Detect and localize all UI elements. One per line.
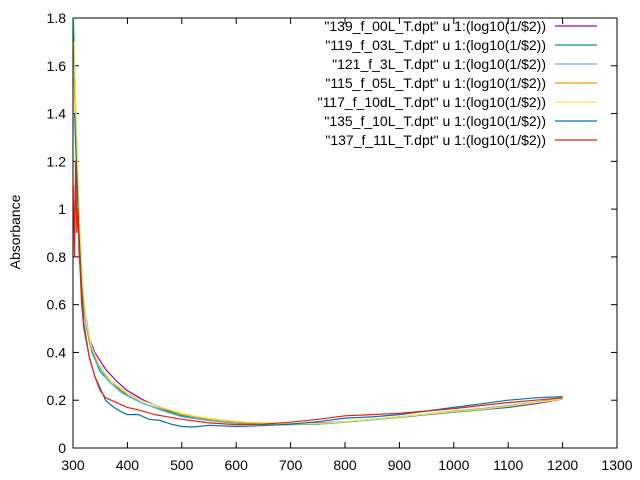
x-tick-label: 500 [170,457,194,473]
x-tick-label: 300 [61,457,85,473]
y-tick-label: 1.2 [47,153,67,169]
y-axis-label: Absorbance [7,194,23,269]
x-tick-label: 1200 [547,457,578,473]
series-line-5 [74,113,563,428]
x-tick-label: 800 [333,457,357,473]
y-axis-ticks: 0 0.2 0.4 0.6 0.8 1 1.2 1.4 1.6 1.8 [47,10,617,456]
legend-label-2: "121_f_3L_T.dpt" u 1:(log10(1/$2)) [332,56,546,72]
series-line-4 [73,41,563,425]
y-tick-label: 0.8 [47,249,67,265]
x-axis-ticks: 300 400 500 600 700 800 900 1000 1100 1200 1300 [61,18,633,473]
x-tick-label: 700 [279,457,303,473]
y-tick-label: 0 [58,440,66,456]
y-tick-label: 0.6 [47,297,67,313]
legend-label-5: "135_f_10L_T.dpt" u 1:(log10(1/$2)) [324,113,546,129]
x-tick-label: 400 [116,457,140,473]
legend-label-0: "139_f_00L_T.dpt" u 1:(log10(1/$2)) [324,18,546,34]
x-tick-label: 600 [225,457,249,473]
series-line-6 [72,161,563,426]
x-tick-label: 1000 [438,457,469,473]
legend-label-1: "119_f_03L_T.dpt" u 1:(log10(1/$2)) [325,37,546,53]
legend-label-4: "117_f_10dL_T.dpt" u 1:(log10(1/$2)) [318,94,546,110]
legend: "139_f_00L_T.dpt" u 1:(log10(1/$2)) "119_… [318,18,597,148]
series-lines [72,17,563,428]
y-tick-label: 1.4 [47,106,67,122]
y-tick-label: 0.2 [47,392,67,408]
y-tick-label: 1.6 [47,58,67,74]
legend-label-3: "115_f_05L_T.dpt" u 1:(log10(1/$2)) [325,75,546,91]
y-tick-label: 1 [58,201,66,217]
series-line-3 [73,77,563,425]
x-tick-label: 1300 [601,457,632,473]
legend-label-6: "137_f_11L_T.dpt" u 1:(log10(1/$2)) [325,132,546,148]
series-line-0 [75,125,563,425]
y-tick-label: 0.4 [47,344,67,360]
x-tick-label: 900 [388,457,412,473]
y-tick-label: 1.8 [47,10,67,26]
x-tick-label: 1100 [493,457,523,473]
